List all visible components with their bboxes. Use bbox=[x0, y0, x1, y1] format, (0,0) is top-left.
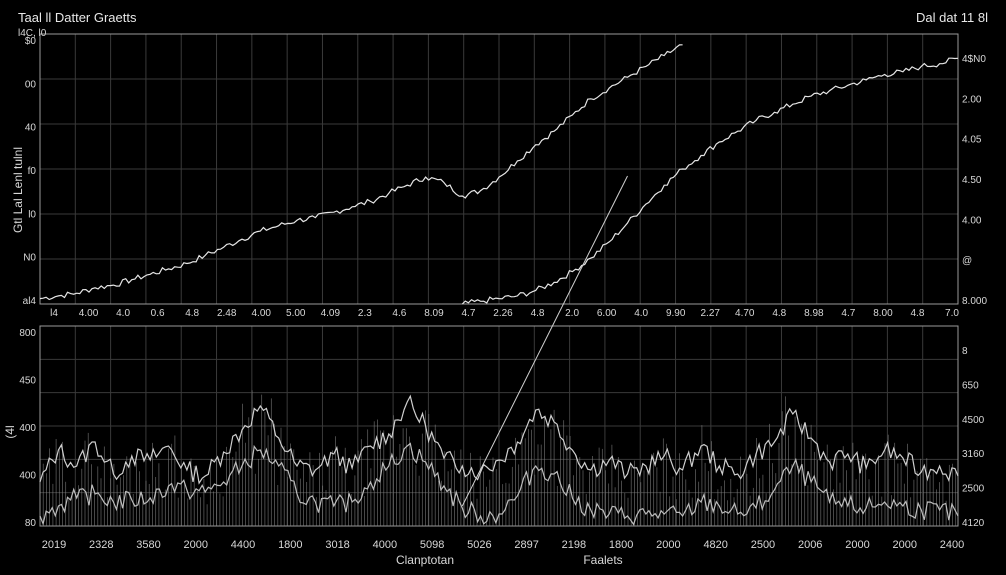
bottom-xtick-6: 3018 bbox=[325, 539, 349, 551]
top-right-ytick-1: 2.00 bbox=[962, 94, 982, 105]
chart-title-right: Dal dat 11 8l bbox=[916, 10, 988, 25]
top-left-ytick-0: $0 bbox=[25, 36, 37, 47]
top-left-ytick-6: al4 bbox=[23, 296, 37, 307]
top-right-ytick-2: 4.05 bbox=[962, 135, 982, 146]
top-xtick-5: 2.48 bbox=[217, 308, 237, 319]
top-xtick-24: 8.00 bbox=[873, 308, 893, 319]
bottom-xlabel-2: Faalets bbox=[583, 553, 622, 567]
top-xtick-0: l4 bbox=[50, 308, 58, 319]
bottom-xtick-9: 5026 bbox=[467, 539, 491, 551]
bottom-left-ylabel: (4l bbox=[3, 425, 17, 438]
bottom-xtick-11: 2198 bbox=[562, 539, 586, 551]
bottom-xtick-0: 2019 bbox=[42, 539, 66, 551]
top-xtick-15: 2.0 bbox=[565, 308, 579, 319]
bottom-right-ytick-4: 2500 bbox=[962, 484, 985, 495]
bottom-x-ticks: 2019 2328 3580 2000 4400 1800 3018 4000 5098 5026… bbox=[42, 539, 964, 551]
top-xtick-14: 4.8 bbox=[531, 308, 545, 319]
top-xtick-9: 2.3 bbox=[358, 308, 372, 319]
top-xtick-13: 2.26 bbox=[493, 308, 513, 319]
top-xtick-23: 4.7 bbox=[841, 308, 855, 319]
top-grid bbox=[40, 34, 958, 304]
bottom-xtick-14: 4820 bbox=[703, 539, 727, 551]
top-xtick-11: 8.09 bbox=[424, 308, 444, 319]
bottom-left-ticks: 800 450 400 400 80 bbox=[19, 328, 36, 529]
bottom-left-ytick-3: 400 bbox=[19, 471, 36, 482]
bottom-xtick-17: 2000 bbox=[845, 539, 869, 551]
bottom-panel: 800 450 400 400 80 8 650 4500 3160 2500 4120 2019… bbox=[19, 175, 985, 551]
top-left-ytick-2: 40 bbox=[25, 123, 37, 134]
top-xtick-18: 9.90 bbox=[666, 308, 686, 319]
bottom-xtick-10: 2897 bbox=[514, 539, 538, 551]
top-left-corner-label: l4C, l0 bbox=[18, 28, 47, 39]
top-right-ytick-3: 4.50 bbox=[962, 175, 982, 186]
bottom-right-ticks: 8 650 4500 3160 2500 4120 bbox=[962, 346, 985, 529]
top-xtick-20: 4.70 bbox=[735, 308, 755, 319]
top-right-ytick-6: 8.000 bbox=[962, 296, 987, 307]
top-left-ticks: $0 00 40 f0 l0 N0 al4 bbox=[23, 36, 37, 307]
top-xtick-17: 4.0 bbox=[634, 308, 648, 319]
top-series-group bbox=[39, 44, 959, 305]
bottom-xtick-1: 2328 bbox=[89, 539, 113, 551]
top-left-ytick-4: l0 bbox=[28, 209, 36, 220]
top-xtick-3: 0.6 bbox=[151, 308, 165, 319]
bottom-right-ytick-5: 4120 bbox=[962, 518, 985, 529]
top-xtick-19: 2.27 bbox=[700, 308, 720, 319]
bottom-left-ytick-1: 450 bbox=[19, 376, 36, 387]
top-left-ytick-3: f0 bbox=[28, 166, 37, 177]
bottom-right-ytick-1: 650 bbox=[962, 380, 979, 391]
bottom-right-ytick-3: 3160 bbox=[962, 449, 985, 460]
bottom-xtick-3: 2000 bbox=[184, 539, 208, 551]
top-left-ytick-5: N0 bbox=[23, 253, 36, 264]
top-series-1 bbox=[461, 57, 959, 305]
bottom-xtick-18: 2000 bbox=[892, 539, 916, 551]
bottom-xtick-16: 2006 bbox=[798, 539, 822, 551]
top-right-ytick-0: 4$N0 bbox=[962, 54, 986, 65]
bottom-xtick-13: 2000 bbox=[656, 539, 680, 551]
top-x-ticks: l4 4.00 4.0 0.6 4.8 2.48 4.00 5.00 4.09 2.3 4.6 8.0… bbox=[50, 308, 959, 319]
bottom-series-1 bbox=[39, 442, 959, 526]
top-right-ytick-4: 4.00 bbox=[962, 215, 982, 226]
top-xtick-10: 4.6 bbox=[392, 308, 406, 319]
top-left-ylabel: Gtl Lal Lenl tulnl bbox=[11, 147, 25, 233]
bottom-series-0 bbox=[39, 394, 959, 485]
top-xtick-25: 4.8 bbox=[911, 308, 925, 319]
top-xtick-6: 4.00 bbox=[251, 308, 271, 319]
bottom-xtick-8: 5098 bbox=[420, 539, 444, 551]
top-left-ytick-1: 00 bbox=[25, 79, 37, 90]
bottom-xtick-2: 3580 bbox=[136, 539, 160, 551]
bottom-xtick-5: 1800 bbox=[278, 539, 302, 551]
bottom-left-ytick-2: 400 bbox=[19, 423, 36, 434]
top-xtick-26: 7.0 bbox=[945, 308, 959, 319]
bottom-right-ytick-2: 4500 bbox=[962, 415, 985, 426]
top-panel: $0 00 40 f0 l0 N0 al4 4$N0 2.00 4.05 4.50 4.00 @8.0… bbox=[23, 33, 987, 319]
top-xtick-8: 4.09 bbox=[321, 308, 341, 319]
top-xtick-22: 8.98 bbox=[804, 308, 824, 319]
bottom-xtick-12: 1800 bbox=[609, 539, 633, 551]
top-xtick-2: 4.0 bbox=[116, 308, 130, 319]
top-plot-frame bbox=[39, 33, 959, 305]
top-series-0 bbox=[39, 44, 683, 301]
bottom-xtick-19: 2400 bbox=[940, 539, 964, 551]
bottom-left-ytick-4: 80 bbox=[25, 518, 37, 529]
top-right-ytick-5: @ bbox=[962, 256, 972, 267]
top-xtick-16: 6.00 bbox=[597, 308, 617, 319]
top-xtick-7: 5.00 bbox=[286, 308, 306, 319]
top-xtick-4: 4.8 bbox=[185, 308, 199, 319]
top-xtick-21: 4.8 bbox=[772, 308, 786, 319]
bottom-plot-frame bbox=[39, 325, 959, 527]
top-right-ticks: 4$N0 2.00 4.05 4.50 4.00 @8.000 bbox=[962, 54, 987, 307]
top-xtick-12: 4.7 bbox=[462, 308, 476, 319]
bottom-xtick-7: 4000 bbox=[373, 539, 397, 551]
bottom-right-ytick-0: 8 bbox=[962, 346, 968, 357]
chart-title: Taal ll Datter Graetts bbox=[18, 10, 137, 25]
bottom-series-group bbox=[39, 394, 959, 526]
bottom-xtick-15: 2500 bbox=[751, 539, 775, 551]
connector-line bbox=[461, 175, 628, 507]
bottom-xtick-4: 4400 bbox=[231, 539, 255, 551]
bottom-xlabel: Clanptotan bbox=[396, 553, 454, 567]
bottom-left-ytick-0: 800 bbox=[19, 328, 36, 339]
top-xtick-1: 4.00 bbox=[79, 308, 99, 319]
